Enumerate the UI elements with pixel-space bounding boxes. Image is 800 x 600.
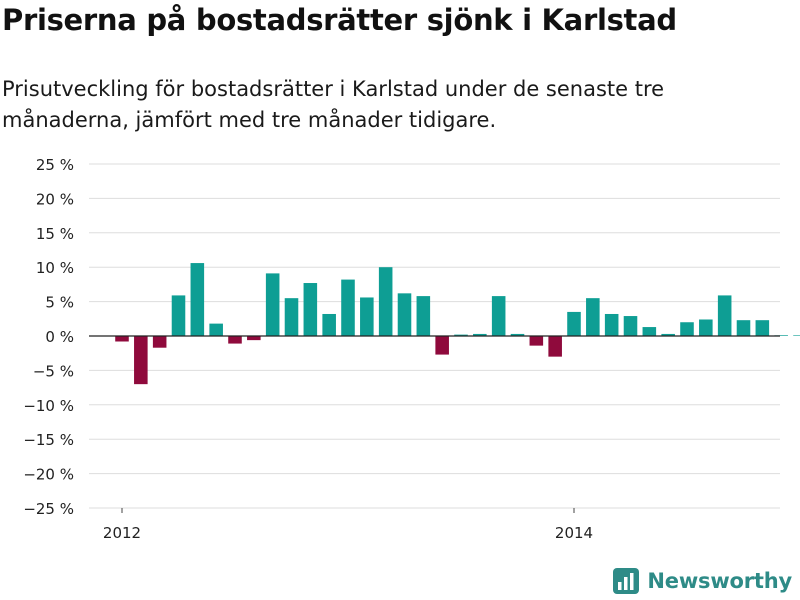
bar xyxy=(699,319,713,336)
bar xyxy=(416,296,431,336)
brand-name: Newsworthy xyxy=(647,569,792,593)
bar xyxy=(717,295,732,336)
bar xyxy=(284,298,299,336)
y-tick-label: −25 % xyxy=(23,500,74,518)
newsworthy-logo-icon xyxy=(613,568,640,594)
y-tick-label: 15 % xyxy=(36,225,74,243)
bar xyxy=(774,335,788,336)
bar xyxy=(397,293,412,336)
bar xyxy=(435,336,449,355)
y-tick-label: −10 % xyxy=(23,397,74,415)
bar xyxy=(586,298,600,336)
bar xyxy=(642,327,657,336)
bar xyxy=(378,267,393,336)
x-tick-label: 2014 xyxy=(555,524,593,542)
y-tick-label: 10 % xyxy=(36,259,74,277)
y-tick-label: −5 % xyxy=(33,362,74,380)
bar xyxy=(491,296,506,336)
bar xyxy=(793,335,800,336)
y-tick-label: 0 % xyxy=(45,328,74,346)
bar xyxy=(209,323,223,336)
bar xyxy=(529,336,544,346)
bar xyxy=(303,283,318,336)
bar xyxy=(152,336,167,348)
bar xyxy=(548,336,562,357)
bar xyxy=(115,336,129,342)
bar xyxy=(134,336,148,385)
x-tick-label: 2012 xyxy=(103,524,141,542)
bar xyxy=(265,273,280,336)
chart-title: Priserna på bostadsrätter sjönk i Karlst… xyxy=(2,3,677,37)
bar xyxy=(680,322,694,336)
bar xyxy=(341,279,355,336)
y-tick-label: 5 % xyxy=(45,294,74,312)
bar-layer xyxy=(115,263,800,385)
axis-layer: −25 % −20 % −15 % −10 % −5 % 0 % 5 % 10 % 15 % 20… xyxy=(23,156,780,542)
bar xyxy=(661,333,675,336)
bar xyxy=(604,313,619,336)
grid-layer xyxy=(89,163,780,509)
bar xyxy=(360,297,374,336)
bar xyxy=(473,333,487,336)
bar xyxy=(171,295,186,336)
bar xyxy=(190,263,205,336)
bar xyxy=(247,336,261,341)
bar xyxy=(228,336,242,344)
y-tick-label: 20 % xyxy=(36,190,74,208)
bar xyxy=(736,320,751,336)
bar xyxy=(567,311,581,336)
chart-subtitle: Prisutveckling för bostadsrätter i Karls… xyxy=(2,77,665,132)
bar xyxy=(322,313,336,336)
brand-logo: Newsworthy xyxy=(613,568,792,594)
y-tick-label: −20 % xyxy=(23,466,74,484)
bar xyxy=(454,334,468,336)
y-tick-label: −15 % xyxy=(23,431,74,449)
bar xyxy=(510,333,525,336)
bar xyxy=(755,320,770,336)
bar xyxy=(623,316,638,336)
y-tick-label: 25 % xyxy=(36,156,74,174)
